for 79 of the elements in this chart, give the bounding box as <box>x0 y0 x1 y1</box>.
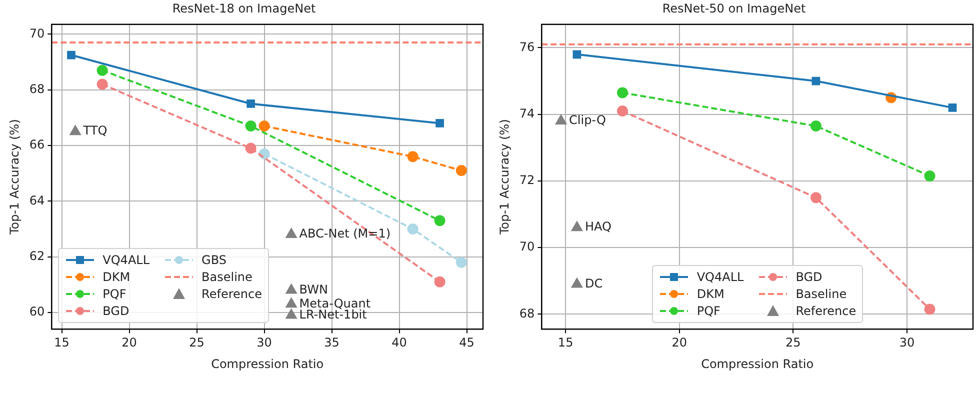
annotation: TTQ <box>82 124 108 138</box>
point <box>96 64 108 76</box>
annotation: DC <box>584 276 603 290</box>
x-tick-label: 20 <box>672 336 688 350</box>
x-tick-label: 15 <box>54 336 70 350</box>
legend-label: Reference <box>202 286 262 302</box>
point <box>407 151 418 162</box>
legend-label: PQF <box>696 303 720 320</box>
legend-label: VQ4ALL <box>696 269 744 286</box>
x-tick-label: 45 <box>459 336 474 350</box>
x-axis-title: Compression Ratio <box>211 356 324 371</box>
point <box>924 170 936 182</box>
point <box>616 87 628 98</box>
legend-label: Reference <box>796 303 856 320</box>
point <box>70 125 81 136</box>
point <box>96 78 108 90</box>
y-axis-title: Top-1 Accuracy (%) <box>7 119 22 236</box>
legend-label: PQF <box>102 286 126 302</box>
legend-label: Baseline <box>202 269 252 286</box>
point <box>810 120 822 132</box>
point <box>436 119 444 128</box>
y-tick-label: 66 <box>29 138 45 152</box>
point <box>67 50 76 60</box>
y-tick-label: 60 <box>29 304 45 319</box>
annotation: Meta-Quant <box>299 296 371 310</box>
y-tick-label: 68 <box>519 306 535 320</box>
point <box>245 120 256 132</box>
x-tick-label: 40 <box>392 336 407 350</box>
point <box>812 76 820 86</box>
point <box>948 103 957 112</box>
y-tick-label: 64 <box>29 193 45 208</box>
point <box>258 120 270 132</box>
y-tick-label: 68 <box>29 82 45 96</box>
point <box>616 106 628 117</box>
x-tick-label: 30 <box>256 336 272 350</box>
point <box>924 304 936 315</box>
point <box>407 223 418 234</box>
point <box>246 100 255 108</box>
point <box>286 284 297 294</box>
point <box>571 278 583 288</box>
y-tick-label: 70 <box>519 240 535 254</box>
point <box>434 215 446 226</box>
annotation: ABC-Net (M=1) <box>299 226 391 241</box>
legend-label: BGD <box>796 269 822 286</box>
y-tick-label: 74 <box>519 106 535 120</box>
legend-label: DKM <box>102 269 130 286</box>
point <box>456 256 467 268</box>
point <box>286 228 297 238</box>
point <box>456 165 467 176</box>
point <box>810 192 822 204</box>
chart-title: ResNet-18 on ImageNet <box>172 1 316 16</box>
point <box>572 50 582 59</box>
y-tick-label: 76 <box>519 40 535 54</box>
x-tick-label: 15 <box>558 336 574 350</box>
x-tick-label: 20 <box>122 336 137 350</box>
chart-title: ResNet-50 on ImageNet <box>662 1 806 16</box>
annotation: HAQ <box>584 220 612 234</box>
y-axis-title: Top-1 Accuracy (%) <box>497 119 512 236</box>
point <box>555 114 567 125</box>
point <box>286 308 297 319</box>
x-tick-label: 25 <box>786 336 801 350</box>
y-tick-label: 70 <box>29 26 45 40</box>
point <box>286 298 297 308</box>
annotation: BWN <box>299 282 328 296</box>
legend-label: GBS <box>202 252 226 268</box>
y-tick-label: 62 <box>29 248 45 263</box>
legend-label: VQ4ALL <box>102 252 150 268</box>
point <box>245 142 256 154</box>
x-axis-title: Compression Ratio <box>701 356 814 371</box>
y-tick-label: 72 <box>519 173 535 188</box>
point <box>434 276 446 288</box>
point <box>571 221 583 232</box>
x-tick-label: 35 <box>324 336 340 350</box>
x-tick-label: 25 <box>189 336 204 350</box>
annotation: Clip-Q <box>569 113 606 128</box>
legend-label: Baseline <box>796 286 847 302</box>
x-tick-label: 30 <box>899 336 915 350</box>
legend-label: BGD <box>102 303 130 320</box>
legend-label: DKM <box>696 286 724 302</box>
